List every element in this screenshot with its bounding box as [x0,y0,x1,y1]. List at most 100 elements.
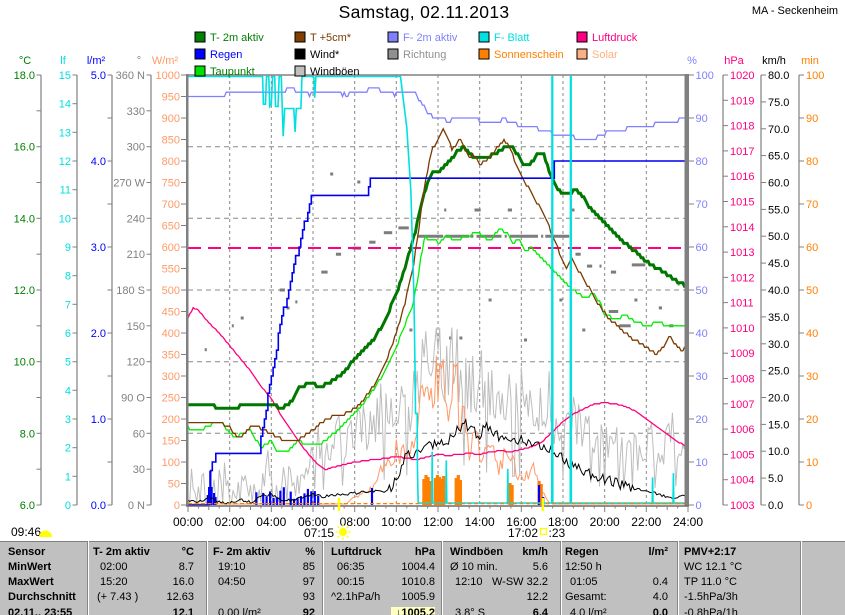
svg-text:2: 2 [65,443,71,455]
svg-text:1008: 1008 [730,374,754,386]
svg-text:850: 850 [162,135,180,147]
svg-text:1005: 1005 [730,449,754,461]
svg-text:100: 100 [696,70,714,82]
svg-text:500: 500 [162,285,180,297]
svg-text:150: 150 [127,321,145,333]
svg-text:°C: °C [19,55,31,67]
svg-text:50.0: 50.0 [768,231,789,243]
svg-text:30.0: 30.0 [768,339,789,351]
svg-text:80.0: 80.0 [768,70,789,82]
svg-text:1006: 1006 [730,424,754,436]
svg-text:60: 60 [806,242,818,254]
svg-text:14:00: 14:00 [465,515,495,529]
svg-text:06:00: 06:00 [298,515,328,529]
svg-text:100: 100 [806,70,824,82]
svg-text:5.0: 5.0 [91,70,106,82]
svg-text:20: 20 [806,414,818,426]
svg-text:10.0: 10.0 [768,446,789,458]
svg-text:2.0: 2.0 [91,328,106,340]
svg-text:1018: 1018 [730,121,754,133]
svg-text:Regen: Regen [210,49,242,61]
svg-text:90 O: 90 O [121,393,145,405]
svg-text:300: 300 [162,371,180,383]
svg-text:20.0: 20.0 [768,393,789,405]
svg-text:4.0: 4.0 [91,156,106,168]
svg-text:80: 80 [806,156,818,168]
svg-text:1003: 1003 [730,500,754,512]
svg-text:00:00: 00:00 [173,515,203,529]
svg-text:22:00: 22:00 [631,515,661,529]
svg-text:650: 650 [162,221,180,233]
svg-text:13: 13 [59,127,71,139]
svg-text:950: 950 [162,92,180,104]
svg-text:1009: 1009 [730,348,754,360]
svg-text:360 N: 360 N [116,70,145,82]
svg-text:Solar: Solar [592,49,618,61]
svg-text:Luftdruck: Luftdruck [592,32,638,44]
svg-text:min: min [801,55,819,67]
svg-text:8: 8 [65,271,71,283]
svg-text:0.0: 0.0 [768,500,783,512]
svg-text:°: ° [137,55,141,67]
svg-text:0.0: 0.0 [91,500,106,512]
svg-text::23: :23 [549,526,566,540]
svg-text:120: 120 [127,357,145,369]
svg-text:17:02: 17:02 [508,526,538,540]
svg-text:270 W: 270 W [113,178,145,190]
svg-text:600: 600 [162,242,180,254]
svg-text:7: 7 [65,299,71,311]
svg-text:70.0: 70.0 [768,124,789,136]
svg-text:55.0: 55.0 [768,204,789,216]
svg-text:16:00: 16:00 [506,515,536,529]
svg-text:4: 4 [65,385,71,397]
svg-text:1.0: 1.0 [91,414,106,426]
svg-text:hPa: hPa [724,55,744,67]
svg-text:30: 30 [133,464,145,476]
svg-text:450: 450 [162,307,180,319]
svg-text:T- 2m aktiv: T- 2m aktiv [210,32,264,44]
svg-text:lf: lf [60,55,66,67]
svg-text:1015: 1015 [730,197,754,209]
svg-text:%: % [687,55,697,67]
svg-text:60: 60 [696,242,708,254]
svg-text:65.0: 65.0 [768,151,789,163]
svg-text:1012: 1012 [730,272,754,284]
svg-text:45.0: 45.0 [768,258,789,270]
svg-text:20: 20 [696,414,708,426]
svg-text:1019: 1019 [730,95,754,107]
svg-text:Wind*: Wind* [310,49,340,61]
svg-text:0: 0 [696,500,702,512]
svg-text:90: 90 [806,113,818,125]
svg-text:11: 11 [60,185,71,197]
svg-text:08:00: 08:00 [340,515,370,529]
svg-text:12:00: 12:00 [423,515,453,529]
svg-text:90: 90 [696,113,708,125]
svg-text:9: 9 [65,242,71,254]
svg-text:3: 3 [65,414,71,426]
svg-text:0: 0 [806,500,812,512]
svg-text:1007: 1007 [730,399,754,411]
svg-text:700: 700 [162,199,180,211]
svg-text:F- 2m aktiv: F- 2m aktiv [403,32,458,44]
svg-text:Sonnenschein: Sonnenschein [494,49,564,61]
svg-text:18:00: 18:00 [548,515,578,529]
svg-text:07:15: 07:15 [304,526,334,540]
svg-text:1004: 1004 [730,475,754,487]
svg-text:Richtung: Richtung [403,49,446,61]
svg-text:1010: 1010 [730,323,754,335]
svg-text:1014: 1014 [730,222,754,234]
svg-text:14.0: 14.0 [14,213,35,225]
svg-text:180 S: 180 S [116,285,145,297]
svg-text:1016: 1016 [730,171,754,183]
svg-text:W/m²: W/m² [152,55,179,67]
svg-text:MA - Seckenheim: MA - Seckenheim [752,5,838,17]
svg-text:40: 40 [696,328,708,340]
svg-text:15.0: 15.0 [768,419,789,431]
svg-text:250: 250 [162,393,180,405]
svg-text:15: 15 [59,70,71,82]
svg-text:300: 300 [127,142,145,154]
svg-text:100: 100 [162,457,180,469]
svg-text:70: 70 [806,199,818,211]
svg-text:8.0: 8.0 [20,428,35,440]
svg-text:25.0: 25.0 [768,366,789,378]
